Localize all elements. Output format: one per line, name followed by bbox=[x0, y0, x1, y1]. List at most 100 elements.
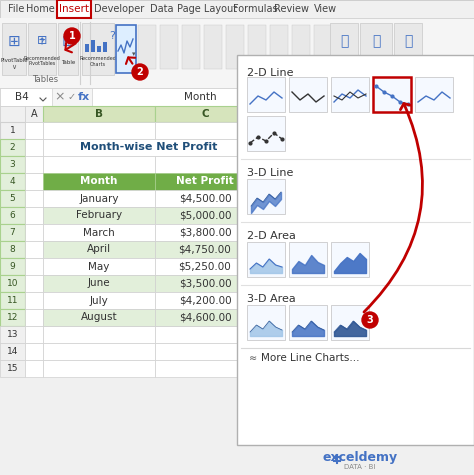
Bar bbox=[373, 77, 411, 112]
Bar bbox=[289, 305, 327, 340]
Text: $4,600.00: $4,600.00 bbox=[179, 313, 231, 323]
Text: 2-D Line: 2-D Line bbox=[247, 68, 293, 78]
Bar bbox=[0, 326, 25, 343]
Text: ⊞: ⊞ bbox=[62, 34, 74, 49]
Text: Pictures: Pictures bbox=[398, 59, 418, 65]
Bar bbox=[155, 292, 255, 309]
Text: 11: 11 bbox=[7, 296, 18, 305]
Bar bbox=[360, 23, 392, 75]
Bar bbox=[25, 326, 43, 343]
Text: B: B bbox=[95, 109, 103, 119]
Bar bbox=[155, 275, 255, 292]
Bar bbox=[0, 106, 25, 122]
Bar bbox=[289, 77, 327, 112]
Text: View: View bbox=[313, 4, 337, 14]
Bar bbox=[43, 207, 155, 224]
Bar bbox=[0, 0, 474, 18]
Bar bbox=[25, 241, 43, 258]
Bar bbox=[0, 122, 25, 139]
Text: More Line Charts...: More Line Charts... bbox=[261, 353, 359, 363]
Text: ∨: ∨ bbox=[11, 64, 17, 70]
Bar bbox=[25, 190, 43, 207]
Bar bbox=[116, 25, 136, 73]
Bar bbox=[0, 241, 25, 258]
FancyArrowPatch shape bbox=[364, 104, 422, 312]
Bar bbox=[25, 224, 43, 241]
Bar bbox=[43, 207, 155, 224]
FancyArrowPatch shape bbox=[65, 43, 76, 52]
Text: $4,500.00: $4,500.00 bbox=[179, 193, 231, 203]
Bar bbox=[25, 275, 43, 292]
Text: Recommended: Recommended bbox=[24, 56, 61, 61]
Text: A: A bbox=[31, 109, 37, 119]
Bar bbox=[0, 292, 25, 309]
Text: C: C bbox=[201, 109, 209, 119]
Bar bbox=[103, 42, 107, 52]
Bar bbox=[155, 224, 255, 241]
Text: 1: 1 bbox=[9, 126, 15, 135]
Bar bbox=[43, 309, 155, 326]
Bar bbox=[155, 258, 255, 275]
Bar bbox=[43, 275, 155, 292]
Text: July: July bbox=[90, 295, 109, 305]
Text: 5: 5 bbox=[9, 194, 15, 203]
Bar bbox=[43, 343, 155, 360]
Bar bbox=[43, 326, 155, 343]
Bar bbox=[155, 173, 255, 190]
Bar bbox=[155, 241, 255, 258]
Text: Month-wise Net Profit: Month-wise Net Profit bbox=[80, 142, 218, 152]
Bar bbox=[0, 88, 474, 106]
Bar bbox=[43, 173, 155, 190]
Bar bbox=[43, 241, 155, 258]
Text: January: January bbox=[79, 193, 119, 203]
Bar bbox=[155, 241, 255, 258]
Bar bbox=[25, 106, 43, 122]
Text: Charts: Charts bbox=[90, 62, 106, 66]
Bar bbox=[97, 46, 101, 52]
Text: DATA · BI: DATA · BI bbox=[344, 464, 376, 470]
Text: ×: × bbox=[55, 91, 65, 104]
Bar bbox=[155, 207, 255, 224]
Bar bbox=[0, 18, 90, 88]
Bar bbox=[25, 309, 43, 326]
Bar bbox=[247, 77, 285, 112]
Text: Tables: Tables bbox=[32, 76, 58, 85]
Bar bbox=[0, 139, 25, 156]
Text: 2: 2 bbox=[9, 143, 15, 152]
Text: Maps: Maps bbox=[337, 59, 351, 65]
Text: June: June bbox=[88, 278, 110, 288]
Text: Month: Month bbox=[80, 177, 118, 187]
Bar bbox=[0, 275, 25, 292]
Bar bbox=[394, 23, 422, 75]
Bar bbox=[57, 0, 91, 18]
Bar bbox=[43, 106, 155, 122]
Text: 3: 3 bbox=[9, 160, 15, 169]
Text: 3-D Area: 3-D Area bbox=[247, 294, 296, 304]
Bar bbox=[43, 224, 155, 241]
Text: $4,750.00: $4,750.00 bbox=[179, 245, 231, 255]
Text: 13: 13 bbox=[7, 330, 18, 339]
Bar bbox=[25, 173, 43, 190]
Bar bbox=[25, 292, 43, 309]
Text: exceldemy: exceldemy bbox=[322, 450, 398, 464]
Bar bbox=[155, 139, 255, 156]
Text: B4: B4 bbox=[15, 92, 29, 102]
Bar bbox=[91, 39, 95, 52]
Bar bbox=[226, 25, 244, 69]
Bar bbox=[0, 106, 240, 122]
Text: $5,250.00: $5,250.00 bbox=[179, 262, 231, 272]
Bar bbox=[43, 360, 155, 377]
Text: ?: ? bbox=[40, 38, 44, 47]
Text: Formulas: Formulas bbox=[233, 4, 277, 14]
Bar bbox=[28, 23, 56, 75]
Text: Developer: Developer bbox=[94, 4, 145, 14]
Bar bbox=[237, 55, 474, 445]
Text: 2: 2 bbox=[137, 67, 143, 77]
Text: 2-D Area: 2-D Area bbox=[247, 231, 296, 241]
Text: ⊞: ⊞ bbox=[8, 34, 20, 49]
Bar bbox=[82, 23, 114, 75]
Bar bbox=[204, 25, 222, 69]
Bar bbox=[43, 122, 155, 139]
Text: Recommended: Recommended bbox=[80, 56, 117, 61]
Bar bbox=[0, 173, 25, 190]
